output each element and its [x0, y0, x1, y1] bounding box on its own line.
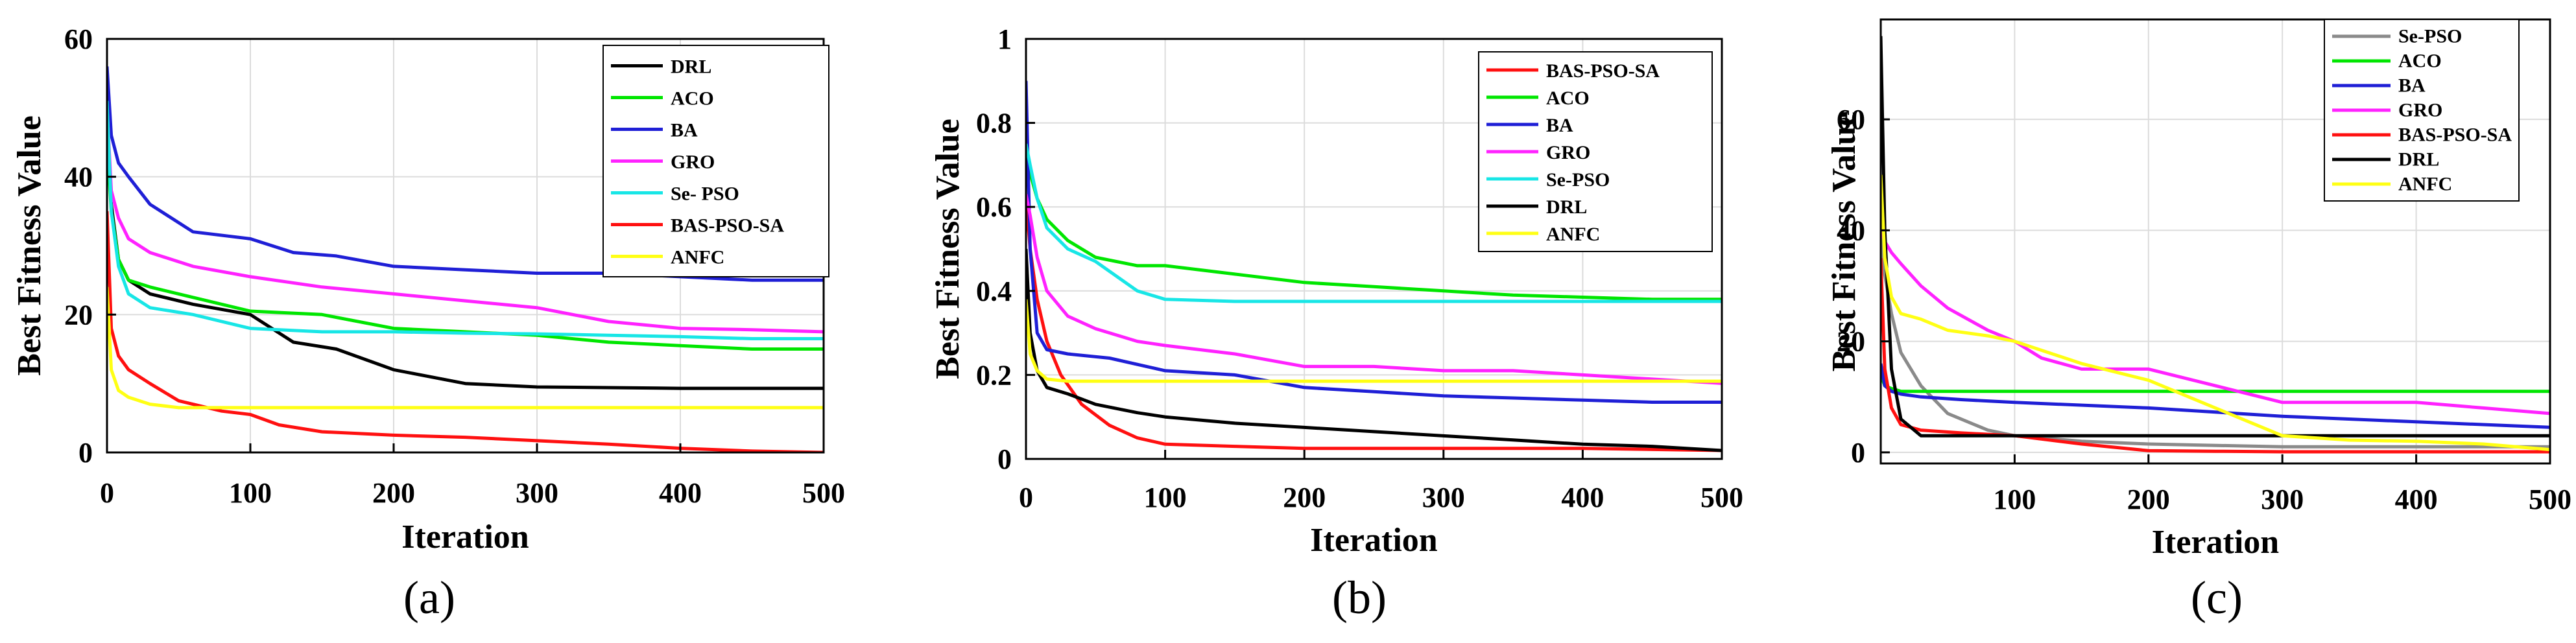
legend-entry: ANFC [2398, 174, 2452, 195]
legend-entry: GRO [671, 151, 715, 172]
y-axis-label: Best Fitness Value [1826, 111, 1863, 372]
series-group [107, 66, 824, 452]
x-tick-label: 400 [1561, 482, 1604, 513]
series-line-drl [1881, 36, 2550, 438]
axes-box [1879, 18, 2551, 465]
x-tick-label: 100 [229, 477, 272, 509]
chart-panel-2: 0 100 200 300 400 500 0 0.2 0.4 0.6 0.8 1 Iteration B… [929, 23, 1743, 624]
y-tick-label: 60 [64, 23, 93, 55]
legend-entry: BA [1546, 115, 1573, 136]
x-tick-label: 0 [100, 477, 114, 509]
legend-entry: ACO [671, 88, 714, 109]
panel-label: (c) [2191, 572, 2243, 624]
x-tick-label: 300 [1422, 482, 1465, 513]
series-line-bas-pso-sa [107, 211, 824, 452]
legend-entry: ACO [1546, 88, 1590, 109]
x-tick-label: 400 [659, 477, 702, 509]
legend-entry: ANFC [1546, 224, 1600, 245]
series-group [1026, 80, 1722, 452]
legend-entry: BA [2398, 75, 2426, 97]
legend-entry: Se-PSO [1546, 169, 1610, 191]
axes-box [1025, 38, 1723, 460]
y-tick-label: 20 [1837, 326, 1865, 358]
series-line-anfc [1881, 174, 2550, 452]
x-tick-label: 500 [802, 477, 845, 509]
y-tick-label: 0.8 [976, 108, 1012, 139]
series-line-aco [107, 142, 824, 351]
y-tick-label: 40 [1837, 215, 1865, 246]
legend: DRL ACO BA GRO Se- PSO BAS-PSO-SA ANFC [602, 45, 829, 277]
legend-entry: BAS-PSO-SA [2398, 124, 2512, 146]
y-tick-label: 0.2 [976, 359, 1012, 391]
legend-entry: BA [671, 119, 698, 141]
series-line-se-pso [1026, 143, 1722, 303]
chart-panel-1: 0 100 200 300 400 500 0 20 40 60 Iteration Best Fit… [11, 23, 845, 624]
series-line-se-pso [1881, 230, 2550, 449]
y-tick-label: 0 [1851, 437, 1865, 469]
x-tick-label: 400 [2395, 484, 2438, 515]
x-tick-label: 300 [2261, 484, 2304, 515]
legend-entry: GRO [2398, 100, 2442, 121]
legend: BAS-PSO-SA ACO BA GRO Se-PSO DRL ANFC [1478, 51, 1713, 252]
legend-entry: Se-PSO [2398, 26, 2462, 47]
legend-entry: DRL [2398, 149, 2439, 170]
panel-label: (b) [1332, 572, 1387, 624]
x-axis-label: Iteration [1310, 522, 1437, 559]
x-tick-label: 200 [1283, 482, 1326, 513]
y-tick-label: 20 [64, 299, 93, 331]
y-axis-label: Best Fitness Value [929, 119, 966, 379]
series-line-bas-pso-sa [1026, 198, 1722, 452]
series-group [1881, 36, 2550, 454]
legend: Se-PSO ACO BA GRO BAS-PSO-SA DRL ANFC [2324, 19, 2520, 202]
legend-entry: DRL [671, 56, 711, 77]
legend-entry: ACO [2398, 51, 2442, 72]
x-tick-label: 0 [1019, 482, 1033, 513]
y-axis-label: Best Fitness Value [11, 115, 48, 376]
y-tick-label: 0 [997, 443, 1012, 475]
chart-panel-3: 100 200 300 400 500 0 20 40 60 Iteration Best Fitn… [1826, 18, 2571, 624]
series-line-se-pso [107, 100, 824, 340]
x-tick-label: 200 [2127, 484, 2170, 515]
series-line-anfc [1026, 299, 1722, 383]
x-tick-label: 300 [516, 477, 558, 509]
y-tick-label: 60 [1837, 104, 1865, 135]
legend-entry: ANFC [671, 246, 724, 268]
panel-label: (a) [403, 572, 455, 624]
x-tick-label: 100 [1144, 482, 1187, 513]
series-line-anfc [107, 286, 824, 410]
x-tick-label: 200 [372, 477, 415, 509]
x-tick-label: 100 [1993, 484, 2036, 515]
x-axis-label: Iteration [2152, 524, 2279, 561]
y-tick-label: 0.4 [976, 275, 1012, 307]
legend-entry: GRO [1546, 142, 1590, 163]
series-line-ba [1026, 80, 1722, 404]
legend-entry: DRL [1546, 196, 1587, 218]
y-tick-label: 40 [64, 161, 93, 193]
legend-entry: BAS-PSO-SA [1546, 60, 1660, 82]
x-tick-label: 500 [2529, 484, 2571, 515]
x-axis-label: Iteration [401, 519, 529, 555]
y-tick-label: 0 [78, 437, 93, 469]
series-line-gro [1881, 229, 2550, 415]
series-line-gro [1026, 194, 1722, 385]
series-line-drl [1026, 248, 1722, 452]
y-tick-label: 0.6 [976, 191, 1012, 223]
x-tick-label: 500 [1700, 482, 1743, 513]
series-line-gro [107, 108, 824, 334]
y-tick-label: 1 [997, 23, 1012, 55]
legend-entry: Se- PSO [671, 183, 739, 204]
legend-entry: BAS-PSO-SA [671, 215, 784, 236]
